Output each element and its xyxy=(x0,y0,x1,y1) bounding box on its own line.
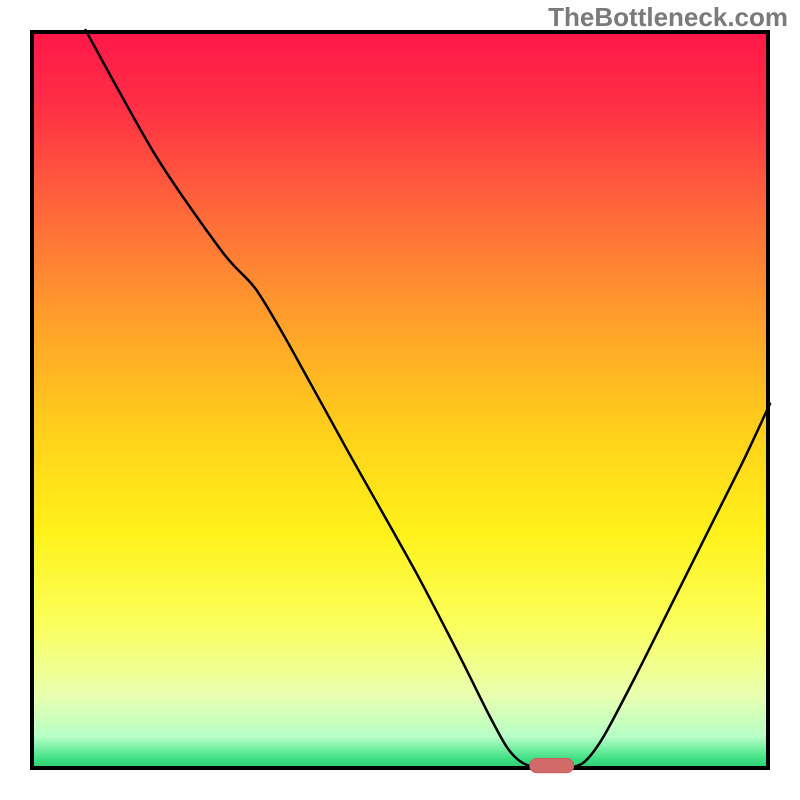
chart-container: TheBottleneck.com xyxy=(0,0,800,800)
bottleneck-chart xyxy=(0,0,800,800)
chart-background xyxy=(30,30,770,770)
optimal-marker xyxy=(530,758,574,773)
watermark-text: TheBottleneck.com xyxy=(548,2,788,33)
